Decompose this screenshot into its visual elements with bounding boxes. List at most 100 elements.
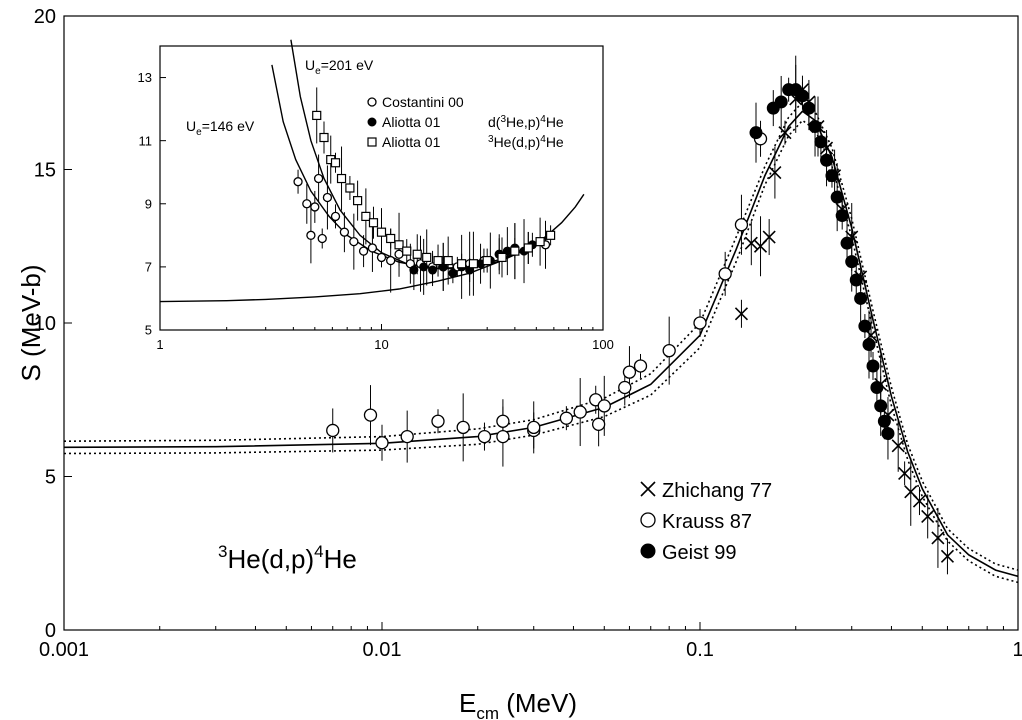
main-x-ticks: 0.001 0.01 0.1 1 xyxy=(39,622,1022,661)
main-point xyxy=(431,414,445,428)
main-point xyxy=(662,343,676,358)
main-point xyxy=(814,135,828,149)
fit-curve-dotted xyxy=(63,100,1019,571)
main-point xyxy=(693,316,707,330)
inset-point xyxy=(313,173,324,184)
main-point xyxy=(808,120,822,134)
inset-x-tick-label: 10 xyxy=(374,337,388,352)
main-point xyxy=(825,169,839,183)
main-point xyxy=(363,408,378,422)
inset-point xyxy=(376,227,387,237)
inset-x-tick-label: 1 xyxy=(156,337,163,352)
main-point xyxy=(912,494,927,508)
inset-point xyxy=(317,233,327,244)
x-axis-label: Ecm (MeV) xyxy=(459,688,577,720)
main-point xyxy=(845,255,859,269)
inset-point xyxy=(468,259,479,269)
inset-y-tick-label: 9 xyxy=(145,196,152,211)
main-point xyxy=(877,414,891,428)
inset-y-tick-label: 13 xyxy=(138,70,152,85)
inset-legend-reaction-part: He xyxy=(546,114,564,130)
inset-point xyxy=(394,240,404,250)
y-axis-label: S (MeV-b) xyxy=(16,264,46,381)
inset-y-tick-label: 7 xyxy=(145,260,152,275)
main-point xyxy=(400,429,414,444)
inset-point xyxy=(535,237,545,247)
main-point xyxy=(921,509,935,523)
inset-legend-reaction: d(3He,p)4He xyxy=(488,114,564,130)
main-point xyxy=(862,337,876,351)
inset-point xyxy=(310,202,320,212)
inset-point xyxy=(336,173,347,184)
inset-plot: 1 10 100 5 7 9 11 13 Ue=201 eV Ue=146 eV Costa… xyxy=(138,39,614,352)
inset-point xyxy=(322,192,333,203)
main-point xyxy=(870,380,884,394)
legend-label: Zhichang 77 xyxy=(662,480,772,502)
fit-curve-dotted xyxy=(63,119,1019,584)
inset-x-ticks: 1 10 100 xyxy=(156,324,614,352)
inset-point xyxy=(443,255,453,266)
inset-legend-marker-filled-circle xyxy=(367,117,377,127)
main-x-tick-label: 0.01 xyxy=(363,639,402,661)
main-point xyxy=(477,429,492,444)
main-x-tick-label: 1 xyxy=(1012,639,1022,661)
fit-curve-solid xyxy=(63,110,1019,578)
inset-curve-label-146: Ue=146 eV xyxy=(186,118,255,138)
inset-point xyxy=(352,196,363,206)
main-point xyxy=(527,420,541,435)
main-point xyxy=(559,411,574,425)
inset-y-ticks: 5 7 9 11 13 xyxy=(138,70,166,338)
inset-points xyxy=(293,110,556,278)
main-point xyxy=(881,427,895,441)
inset-legend-label: Costantini 00 xyxy=(382,94,464,110)
main-point xyxy=(597,399,611,413)
inset-point xyxy=(386,255,396,266)
main-point xyxy=(591,417,606,431)
inset-point xyxy=(497,252,507,263)
main-point xyxy=(866,359,880,373)
inset-point xyxy=(319,132,329,143)
inset-legend-reaction-part: He xyxy=(546,134,564,150)
main-point xyxy=(820,153,834,167)
inset-curve-label-201: Ue=201 eV xyxy=(305,57,374,77)
main-point xyxy=(744,236,758,250)
inset-y-tick-label: 11 xyxy=(139,133,153,148)
main-point xyxy=(496,414,510,428)
inset-point xyxy=(339,227,350,237)
main-legend: Zhichang 77 Krauss 87 Geist 99 xyxy=(640,480,772,564)
inset-point xyxy=(482,255,492,266)
inset-point xyxy=(412,249,422,259)
inset-point xyxy=(376,252,387,263)
main-point xyxy=(891,439,905,453)
inset-point xyxy=(312,110,322,121)
main-x-tick-label: 0.001 xyxy=(39,639,89,661)
inset-point xyxy=(367,243,378,253)
inset-legend-reaction-part: 3 xyxy=(488,134,494,145)
main-point xyxy=(835,209,849,223)
inset-point xyxy=(293,177,303,187)
main-point xyxy=(768,166,782,180)
inset-point xyxy=(457,259,467,269)
main-point xyxy=(734,218,749,232)
inset-x-tick-label: 100 xyxy=(592,337,614,352)
inset-point xyxy=(409,265,419,275)
main-y-tick-label: 0 xyxy=(45,620,56,642)
main-point xyxy=(898,466,912,480)
main-point xyxy=(795,89,809,103)
inset-legend-marker-open-square xyxy=(367,137,377,147)
inset-legend-reaction-part: 4 xyxy=(540,134,546,145)
main-y-tick-label: 20 xyxy=(34,6,56,28)
main-point xyxy=(456,420,470,435)
inset-legend-label: Aliotta 01 xyxy=(382,134,441,150)
inset-point xyxy=(302,199,312,209)
main-points xyxy=(326,83,955,563)
main-point xyxy=(734,307,749,321)
inset-legend-marker-open-circle xyxy=(367,97,377,107)
main-y-tick-label: 5 xyxy=(45,467,56,489)
main-point xyxy=(573,405,587,419)
main-point xyxy=(802,101,816,115)
main-point xyxy=(940,549,955,563)
inset-point xyxy=(358,246,369,256)
